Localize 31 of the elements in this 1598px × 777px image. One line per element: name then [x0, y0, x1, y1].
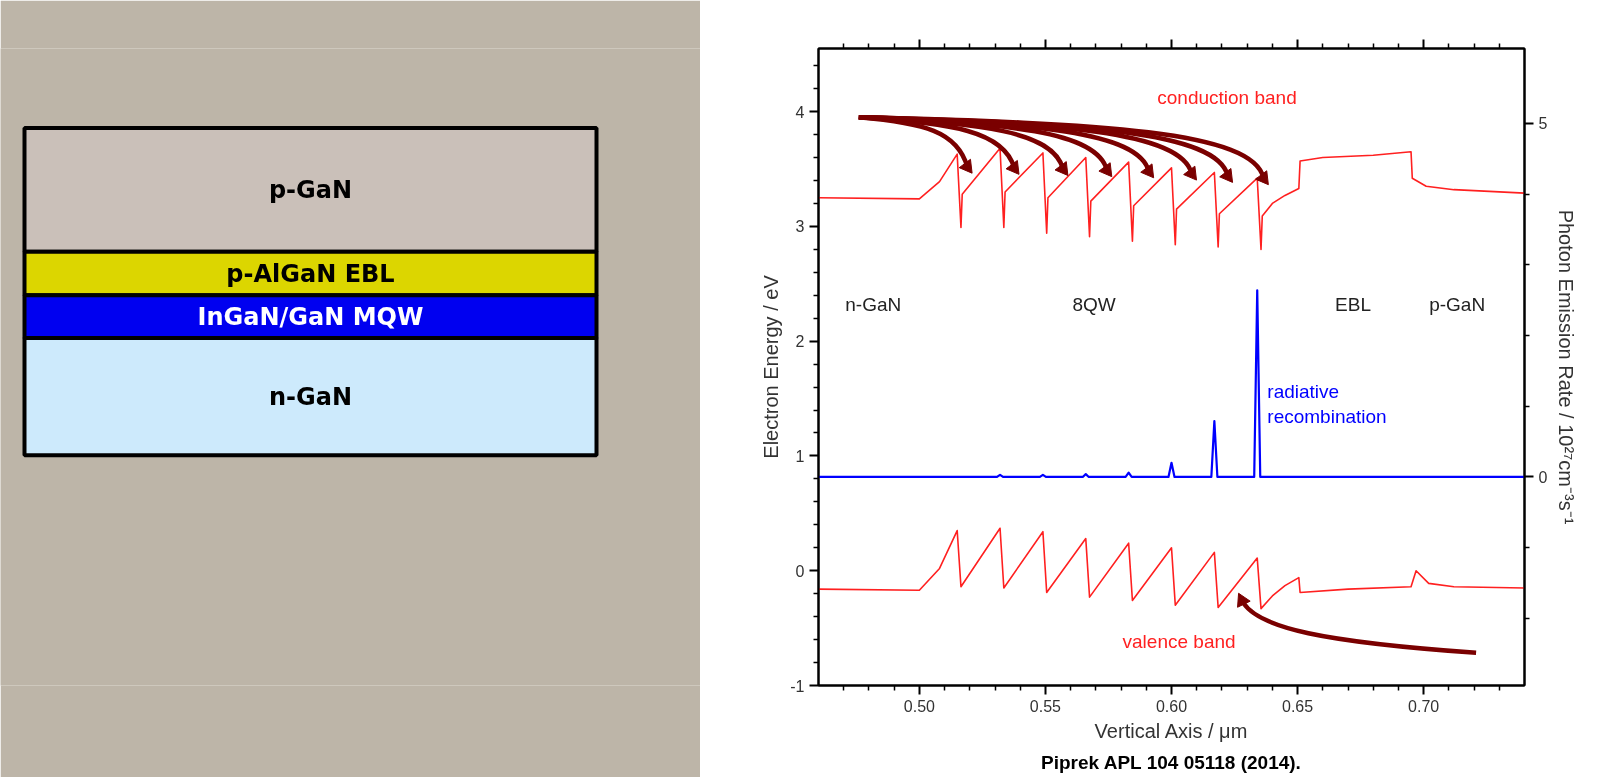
x-tick-label: 0.65 — [1282, 697, 1314, 715]
text: n-GaN — [268, 382, 353, 411]
line-series — [818, 289, 1525, 479]
x-tick-label: 0.60 — [1155, 697, 1188, 715]
text: Piprek APL 104 05118 (2014). — [1041, 751, 1301, 773]
y-tick-label: 1 — [795, 447, 805, 465]
x-tick-label: 0.70 — [1408, 697, 1440, 715]
line-series — [818, 527, 1525, 610]
annotation: n-GaN — [845, 293, 902, 315]
y-axis-title: Electron Energy / eV — [760, 274, 783, 459]
annotation: 8QW — [1072, 293, 1116, 315]
y-tick-label: 2 — [795, 333, 805, 351]
y-tick-label: 0 — [795, 562, 805, 580]
y2-axis-title: Photon Emission Rate / 10²⁷cm⁻³s⁻¹ — [1555, 209, 1578, 525]
line-series — [818, 147, 1525, 251]
y-tick-label: -1 — [790, 677, 805, 695]
text: p-AlGaN EBL — [226, 259, 395, 288]
y2-tick-label: 0 — [1538, 468, 1548, 486]
text: p-GaN — [268, 175, 353, 204]
text: conduction band — [1157, 87, 1297, 109]
x-tick-label: 0.55 — [1029, 697, 1062, 715]
series-label: radiative recombination — [1267, 381, 1387, 428]
x-axis-title: Vertical Axis / μm — [1094, 719, 1248, 742]
y2-tick-label: 5 — [1538, 115, 1548, 133]
annotation: p-GaN — [1429, 293, 1486, 315]
annotation: EBL — [1335, 293, 1372, 315]
y-tick-label: 4 — [795, 103, 805, 121]
y-tick-label: 3 — [795, 218, 805, 236]
text: InGaN/GaN MQW — [197, 302, 424, 331]
x-tick-label: 0.50 — [903, 697, 936, 715]
series-label: valence band — [1122, 631, 1236, 653]
